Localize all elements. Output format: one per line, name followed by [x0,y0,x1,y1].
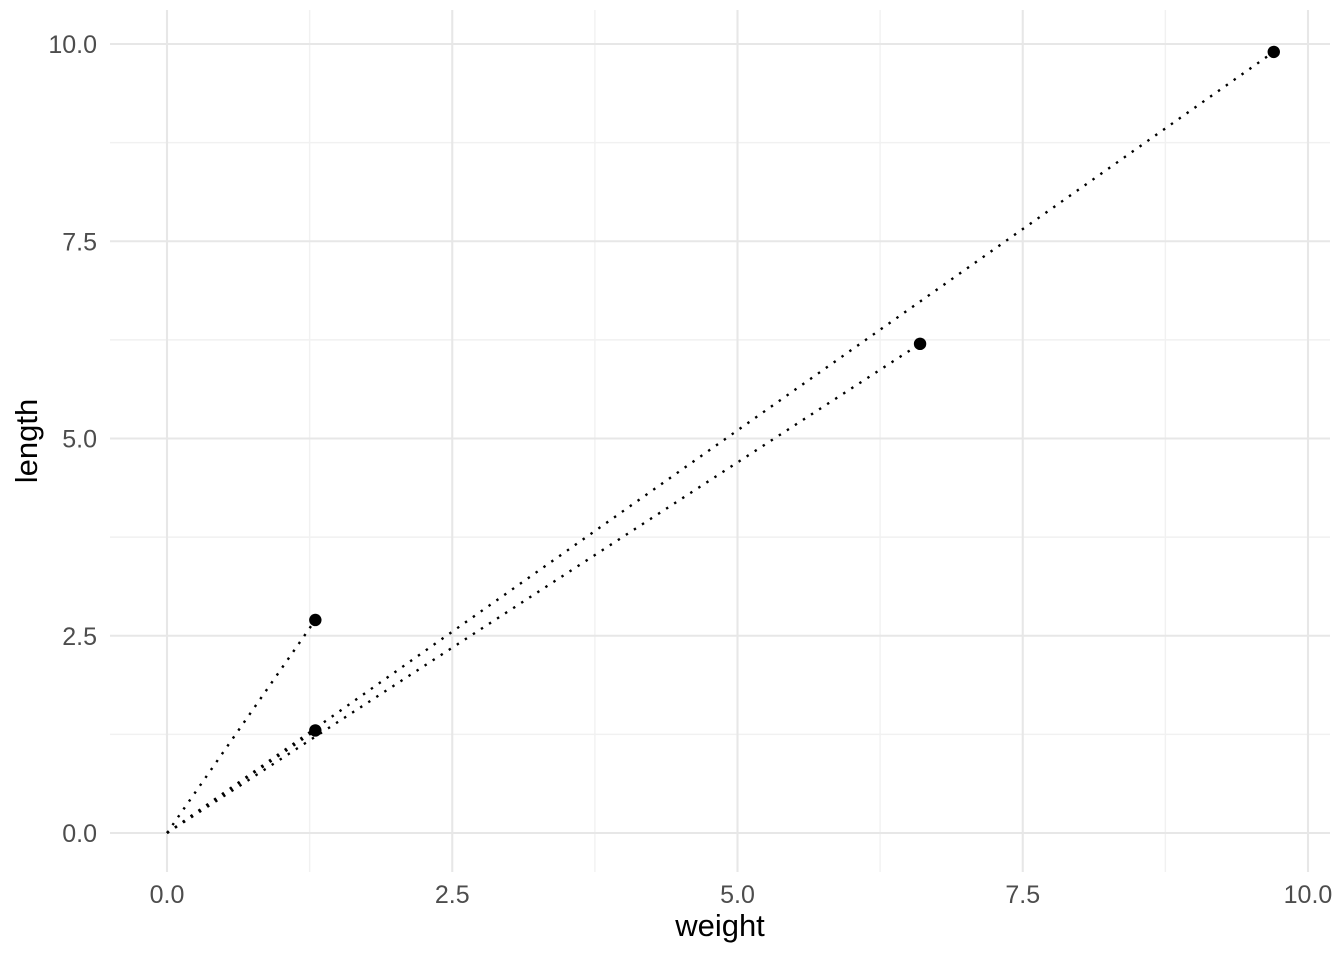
x-axis-title: weight [675,908,765,943]
x-tick-label: 0.0 [150,881,185,909]
data-point [309,613,322,627]
x-tick-label: 2.5 [435,881,470,909]
y-tick-label: 5.0 [62,426,97,454]
x-tick-label: 10.0 [1284,881,1333,909]
y-tick-label: 0.0 [62,820,97,848]
dotted-segment [166,729,317,834]
x-tick-label: 7.5 [1005,881,1040,909]
y-tick-label: 7.5 [62,228,97,256]
dotted-segment [166,342,921,835]
y-tick-label: 10.0 [48,31,97,59]
dotted-segment [166,619,317,834]
dotted-segment [166,50,1275,834]
data-point [309,724,322,737]
y-axis-title: length [9,398,44,484]
y-tick-label: 2.5 [62,623,97,651]
data-point [913,337,927,351]
data-point [1267,45,1280,59]
x-tick-label: 5.0 [720,881,755,909]
